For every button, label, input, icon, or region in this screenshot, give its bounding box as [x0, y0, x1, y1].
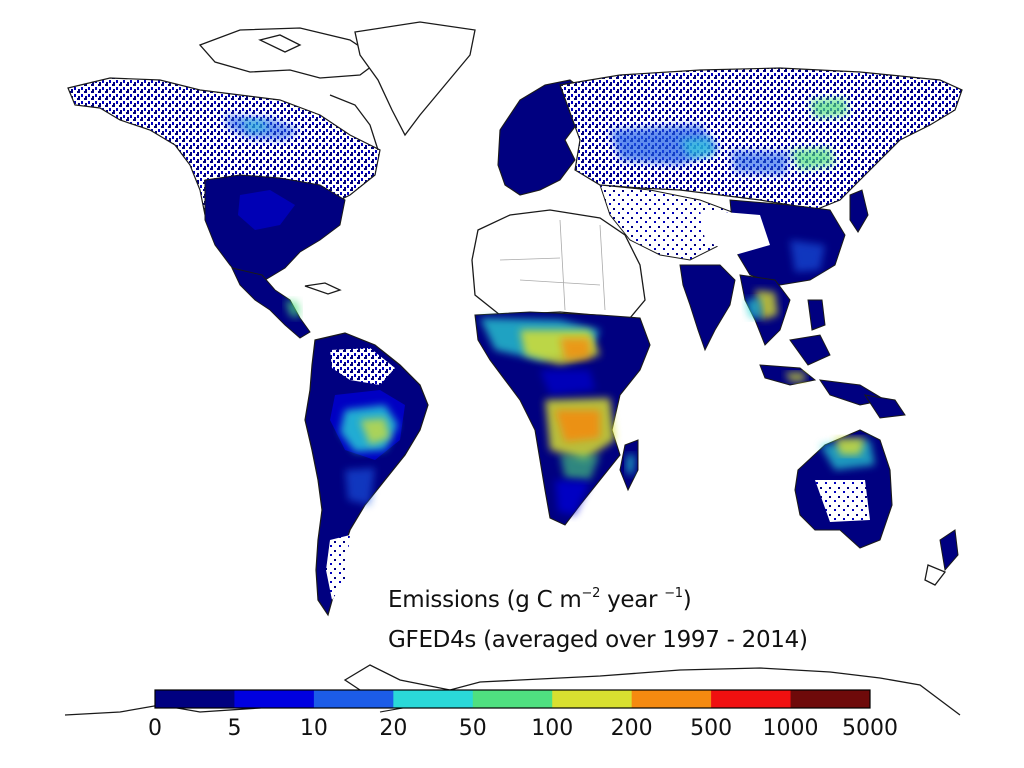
legend-title-exponent-2: −1	[664, 586, 683, 601]
region-north-america	[67, 21, 476, 339]
legend-units-title: Emissions (g C m−2 year −1)	[388, 586, 692, 613]
colorbar-tick-label: 5000	[842, 716, 898, 741]
region-australia	[794, 394, 959, 586]
legend-title-exponent-1: −2	[581, 586, 601, 601]
colorbar-tick-label: 50	[458, 716, 487, 741]
legend-source-subtitle: GFED4s (averaged over 1997 - 2014)	[388, 627, 808, 653]
colorbar-tick-label: 1000	[762, 716, 819, 741]
colorbar-tick-label: 500	[690, 716, 733, 741]
colorbar-tick-label: 10	[299, 716, 328, 741]
legend-title-suffix: )	[682, 587, 692, 613]
colorbar-tick-label: 5	[227, 716, 242, 741]
region-antarctica	[64, 664, 961, 716]
legend-title-prefix: Emissions (g C m	[388, 587, 582, 613]
region-africa	[471, 209, 651, 526]
region-south-america	[304, 332, 429, 617]
colorbar-tick-label: 100	[531, 716, 574, 741]
colorbar-tick-label: 0	[148, 716, 162, 741]
legend-title-mid: year	[600, 587, 665, 613]
colorbar-tick-label: 200	[610, 716, 653, 741]
colorbar-tick-label: 20	[379, 716, 408, 741]
greenland	[354, 21, 476, 137]
